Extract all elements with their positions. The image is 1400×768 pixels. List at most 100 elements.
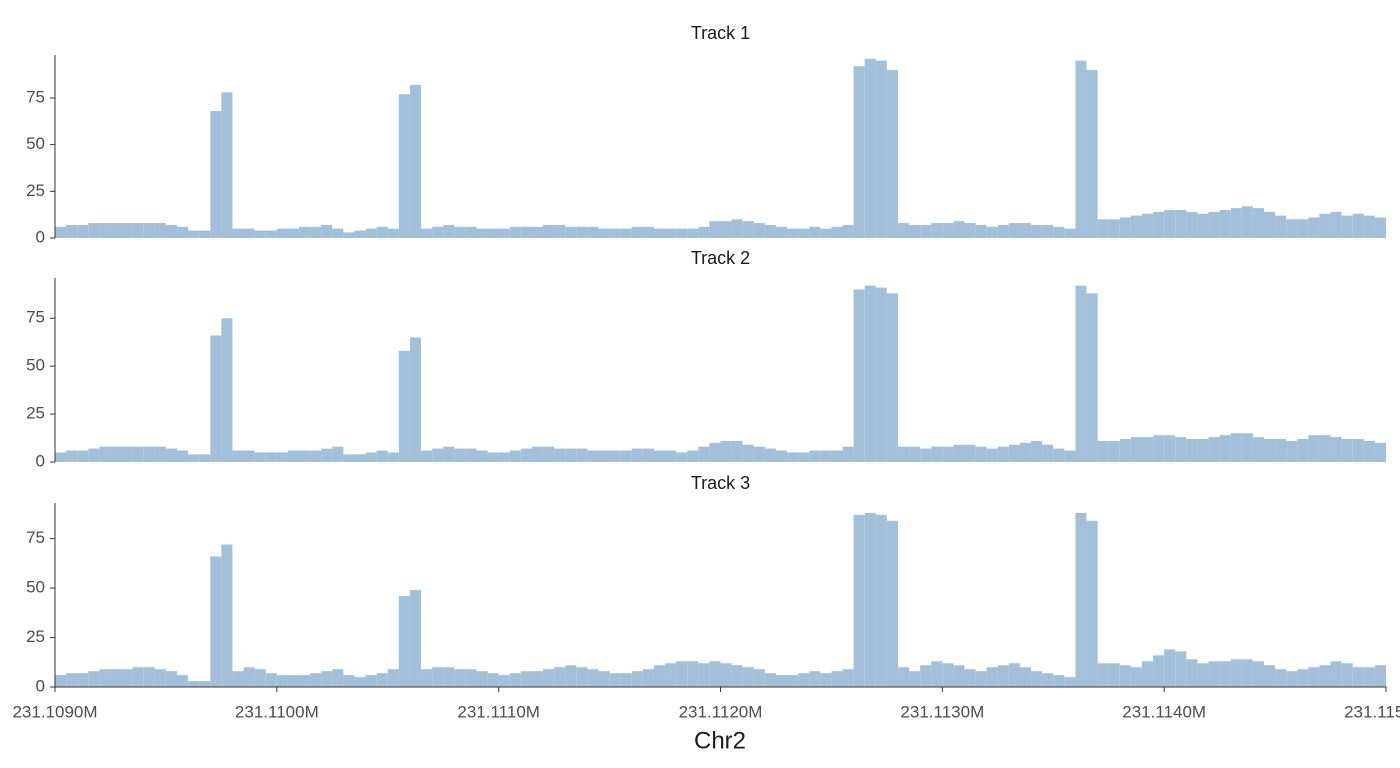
- bar: [864, 58, 876, 238]
- bar: [687, 228, 699, 238]
- bar: [753, 446, 765, 462]
- bar: [332, 228, 344, 238]
- bar: [1341, 663, 1353, 687]
- bar: [409, 337, 422, 462]
- bar: [565, 665, 577, 687]
- bar: [387, 452, 399, 462]
- bar: [1263, 439, 1276, 462]
- bar: [232, 228, 244, 238]
- bar: [1019, 667, 1032, 687]
- bar: [676, 228, 688, 238]
- bar: [409, 84, 422, 238]
- bar: [576, 448, 588, 462]
- bar: [809, 450, 821, 462]
- bar: [1186, 439, 1198, 462]
- bar: [1352, 439, 1364, 462]
- bar: [1275, 669, 1287, 687]
- bar: [1230, 659, 1242, 687]
- bar: [1197, 439, 1209, 462]
- bar: [365, 452, 377, 462]
- bar: [543, 224, 555, 238]
- bar: [443, 446, 455, 462]
- bar: [731, 665, 743, 687]
- bar: [609, 673, 621, 687]
- bar: [609, 450, 621, 462]
- bar: [920, 448, 932, 462]
- bar: [1319, 213, 1331, 238]
- bar: [886, 520, 898, 687]
- bar: [1230, 208, 1242, 238]
- bar: [653, 665, 666, 687]
- bar: [1130, 437, 1142, 462]
- bar: [1241, 433, 1253, 462]
- bar: [1252, 208, 1264, 238]
- bar: [243, 450, 255, 462]
- bar: [1042, 444, 1054, 462]
- bar: [698, 446, 710, 462]
- bar: [299, 450, 311, 462]
- bar: [421, 228, 433, 238]
- bar: [99, 223, 111, 238]
- bar: [709, 221, 721, 238]
- bar: [720, 663, 732, 687]
- bar: [454, 669, 466, 687]
- bar: [1308, 667, 1320, 687]
- bar: [1130, 215, 1142, 238]
- bar: [543, 669, 555, 687]
- bar: [875, 287, 887, 462]
- bar: [343, 454, 355, 462]
- bar: [99, 669, 111, 687]
- y-tick-label: 75: [26, 528, 45, 547]
- bar: [809, 671, 821, 687]
- y-tick-label: 50: [26, 134, 45, 153]
- bar: [487, 673, 499, 687]
- bar: [742, 444, 754, 462]
- bar: [1119, 665, 1131, 687]
- bar: [1164, 435, 1176, 462]
- bar: [1008, 444, 1020, 462]
- bar: [343, 675, 355, 687]
- bar: [942, 446, 954, 462]
- bar: [376, 226, 388, 238]
- bar: [354, 230, 366, 238]
- bar: [620, 228, 632, 238]
- bar: [199, 681, 211, 687]
- bar: [1363, 440, 1375, 462]
- bar: [165, 671, 178, 687]
- bar: [1341, 439, 1353, 462]
- bar: [454, 448, 466, 462]
- x-axis-label: Chr2: [694, 727, 746, 754]
- bar: [1230, 433, 1242, 462]
- bar: [143, 667, 155, 687]
- bar: [853, 66, 865, 239]
- bar: [820, 450, 832, 462]
- bar: [210, 335, 222, 462]
- bar: [110, 223, 122, 238]
- bar: [88, 448, 100, 462]
- bar: [576, 226, 588, 238]
- bar: [177, 675, 189, 687]
- bar: [665, 228, 677, 238]
- bar: [1108, 219, 1120, 238]
- bar: [1053, 675, 1065, 687]
- bar: [88, 223, 100, 238]
- bar: [620, 673, 632, 687]
- bar: [620, 450, 632, 462]
- bar: [509, 450, 521, 462]
- bar: [243, 228, 255, 238]
- bar: [997, 665, 1009, 687]
- bar: [432, 448, 444, 462]
- bar: [653, 228, 666, 238]
- bar: [698, 226, 710, 238]
- bar: [1308, 217, 1320, 238]
- bar: [498, 228, 510, 238]
- bar: [343, 232, 355, 238]
- bar: [188, 681, 200, 687]
- bar: [1275, 215, 1287, 238]
- bar: [1042, 673, 1054, 687]
- bar: [1141, 437, 1154, 462]
- bar: [321, 448, 333, 462]
- bar: [986, 226, 998, 238]
- bar: [454, 226, 466, 238]
- bar: [1130, 667, 1142, 687]
